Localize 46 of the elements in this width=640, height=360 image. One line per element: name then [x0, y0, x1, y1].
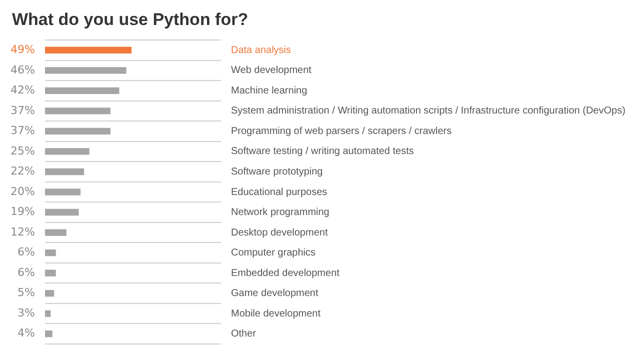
y-tick-label: Programming of web parsers / scrapers / crawlers — [231, 126, 452, 137]
y-tick-label: Software prototyping — [231, 166, 323, 178]
y-tick-label: Educational purposes — [231, 186, 328, 198]
data-label: 49% — [10, 42, 35, 56]
data-label: 4% — [18, 326, 35, 340]
bar — [45, 249, 56, 256]
bar — [45, 148, 90, 155]
chart-title: What do you use Python for? — [12, 10, 248, 30]
y-tick-label: Software testing / writing automated tests — [231, 146, 414, 158]
bar — [45, 330, 52, 338]
bar — [45, 229, 66, 236]
y-tick-label: Mobile development — [231, 308, 321, 320]
y-tick-label: Computer graphics — [231, 248, 316, 259]
bar — [45, 168, 84, 176]
y-tick-label: Other — [231, 328, 257, 340]
bar — [45, 188, 81, 196]
data-label: 12% — [10, 225, 35, 238]
y-tick-label: Network programming — [231, 207, 330, 218]
data-label: 37% — [10, 124, 35, 138]
bar — [45, 67, 126, 74]
bar — [45, 270, 56, 276]
bar — [45, 108, 110, 114]
data-label: 6% — [18, 266, 35, 279]
bar — [45, 208, 79, 216]
y-tick-label: Embedded development — [231, 268, 340, 279]
data-label: 20% — [10, 184, 35, 198]
y-tick-label: Web development — [231, 65, 312, 76]
y-tick-label: Data analysis — [231, 44, 292, 56]
bar — [45, 310, 51, 317]
bar — [45, 46, 132, 54]
data-label: 19% — [10, 205, 35, 218]
bar — [45, 87, 120, 94]
data-label: 25% — [10, 144, 35, 158]
y-tick-label: Machine learning — [231, 85, 308, 96]
data-label: 22% — [10, 164, 35, 178]
y-tick-label: Desktop development — [231, 227, 328, 238]
bar — [45, 128, 110, 135]
y-tick-label: System administration / Writing automation scripts / Infrastructure configuration (DevOps) — [231, 106, 626, 117]
data-label: 37% — [10, 104, 35, 117]
data-label: 3% — [18, 306, 35, 320]
data-label: 42% — [10, 84, 35, 97]
data-label: 5% — [18, 286, 35, 300]
data-label: 46% — [10, 63, 35, 76]
y-tick-label: Game development — [231, 288, 318, 300]
data-label: 6% — [18, 246, 35, 259]
bar — [45, 290, 54, 297]
